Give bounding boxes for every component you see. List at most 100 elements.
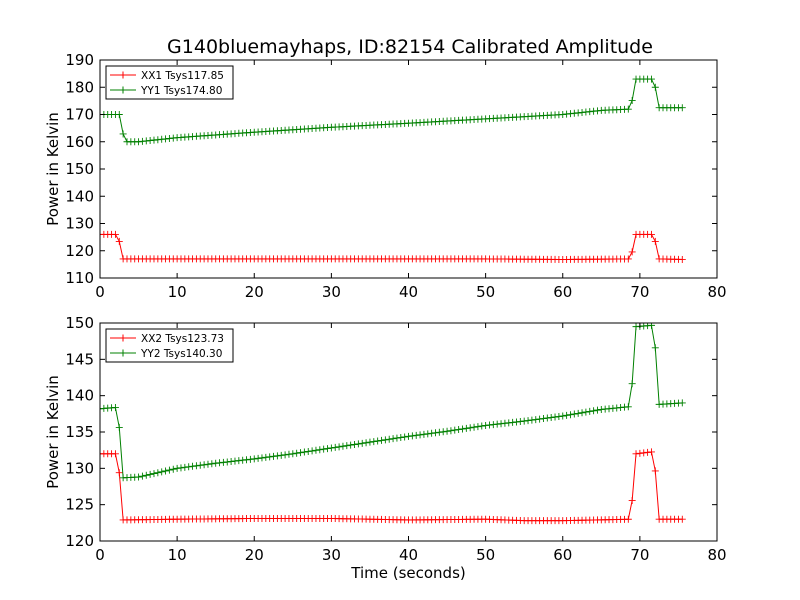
data-point-marker	[254, 454, 262, 462]
data-point-marker	[273, 452, 281, 460]
data-point-marker	[381, 436, 389, 444]
bottom-y-tick-label: 120	[65, 532, 94, 550]
data-point-marker	[424, 430, 432, 438]
data-point-marker	[678, 255, 686, 263]
data-point-marker	[324, 445, 332, 453]
data-point-marker	[169, 465, 177, 473]
data-point-marker	[304, 447, 312, 455]
data-point-marker	[262, 453, 270, 461]
data-point-marker	[624, 105, 632, 113]
data-point-marker	[574, 409, 582, 417]
data-point-marker	[196, 461, 204, 469]
data-point-marker	[455, 426, 463, 434]
bottom-y-tick-label: 135	[65, 423, 94, 441]
data-point-marker	[115, 469, 123, 477]
data-point-marker	[590, 407, 598, 415]
data-point-marker	[185, 463, 193, 471]
bottom-y-tick-label: 130	[65, 459, 94, 477]
data-point-marker	[331, 443, 339, 451]
data-point-marker	[115, 237, 123, 245]
data-point-marker	[628, 248, 636, 256]
data-point-marker	[408, 432, 416, 440]
data-point-marker	[135, 473, 143, 481]
bottom-x-tick-label: 40	[399, 546, 418, 564]
data-point-marker	[312, 446, 320, 454]
data-point-marker	[566, 411, 574, 419]
data-point-marker	[524, 417, 532, 425]
data-point-marker	[586, 407, 594, 415]
top-x-tick-label: 30	[322, 283, 341, 301]
bottom-series-group	[100, 323, 686, 525]
data-point-marker	[405, 432, 412, 440]
bottom-y-tick-label: 140	[65, 387, 94, 405]
data-point-marker	[393, 434, 401, 442]
data-point-marker	[115, 423, 123, 431]
top-y-tick-label: 110	[65, 269, 94, 287]
bottom-legend-marker-1	[119, 334, 127, 342]
data-point-marker	[270, 452, 278, 460]
top-x-tick-label: 10	[168, 283, 187, 301]
data-point-marker	[300, 448, 308, 456]
bottom-x-tick-label: 30	[322, 546, 341, 564]
data-point-marker	[335, 443, 343, 451]
data-point-marker	[358, 439, 366, 447]
data-point-marker	[624, 255, 632, 263]
data-point-marker	[555, 413, 563, 421]
data-point-marker	[647, 448, 655, 456]
data-point-marker	[200, 461, 208, 469]
data-point-marker	[177, 464, 185, 472]
data-point-marker	[439, 428, 447, 436]
data-point-marker	[428, 429, 436, 437]
data-point-marker	[563, 411, 571, 419]
data-point-marker	[204, 460, 212, 468]
top-x-tick-label: 40	[399, 283, 418, 301]
data-point-marker	[451, 426, 459, 434]
bottom-panel: 0 10 20 30 40 50 60 70 80 120 125 130 135 140 145 150 Po…	[44, 314, 727, 582]
bottom-x-tick-label: 70	[630, 546, 649, 564]
data-point-marker	[158, 468, 166, 476]
top-y-tick-label: 120	[65, 242, 94, 260]
data-point-marker	[119, 130, 127, 138]
data-point-marker	[111, 230, 119, 238]
data-point-marker	[297, 449, 305, 457]
data-point-marker	[192, 462, 200, 470]
top-y-tick-label: 160	[65, 133, 94, 151]
data-point-marker	[647, 230, 655, 238]
data-point-marker	[678, 104, 686, 112]
top-x-tick-label: 60	[553, 283, 572, 301]
data-point-marker	[320, 445, 328, 453]
data-point-marker	[343, 442, 351, 450]
data-point-marker	[559, 412, 567, 420]
data-point-marker	[570, 410, 578, 418]
data-point-marker	[528, 416, 536, 424]
data-point-marker	[431, 429, 439, 437]
data-point-marker	[208, 460, 216, 468]
data-point-marker	[447, 427, 455, 435]
data-point-marker	[285, 450, 293, 458]
top-x-tick-label: 0	[95, 283, 105, 301]
bottom-legend-label-2: YY2 Tsys140.30	[140, 348, 222, 360]
data-point-marker	[435, 428, 443, 436]
bottom-legend: XX2 Tsys123.73 YY2 Tsys140.30	[105, 328, 234, 363]
data-point-marker	[258, 454, 266, 462]
data-point-marker	[628, 380, 636, 388]
bottom-x-tick-label: 10	[168, 546, 187, 564]
bottom-x-tick-label: 60	[553, 546, 572, 564]
top-series-1-markers	[100, 230, 686, 263]
data-point-marker	[651, 237, 659, 245]
data-point-marker	[420, 430, 428, 438]
data-point-marker	[146, 470, 154, 478]
top-x-tick-label: 80	[707, 283, 726, 301]
figure-title: G140bluemayhaps, ID:82154 Calibrated Amp…	[167, 36, 653, 58]
data-point-marker	[678, 515, 686, 523]
top-panel: 0 10 20 30 40 50 60 70 80 110 120 130 140 150 160 170 18…	[44, 51, 727, 301]
bottom-legend-label-1: XX2 Tsys123.73	[141, 333, 224, 345]
data-point-marker	[277, 451, 285, 459]
data-point-marker	[539, 415, 547, 423]
top-y-tick-label: 140	[65, 187, 94, 205]
data-point-marker	[181, 463, 189, 471]
data-point-marker	[474, 423, 482, 431]
data-point-marker	[362, 439, 370, 447]
top-legend-label-2: YY1 Tsys174.80	[140, 85, 222, 97]
data-point-marker	[478, 422, 486, 430]
